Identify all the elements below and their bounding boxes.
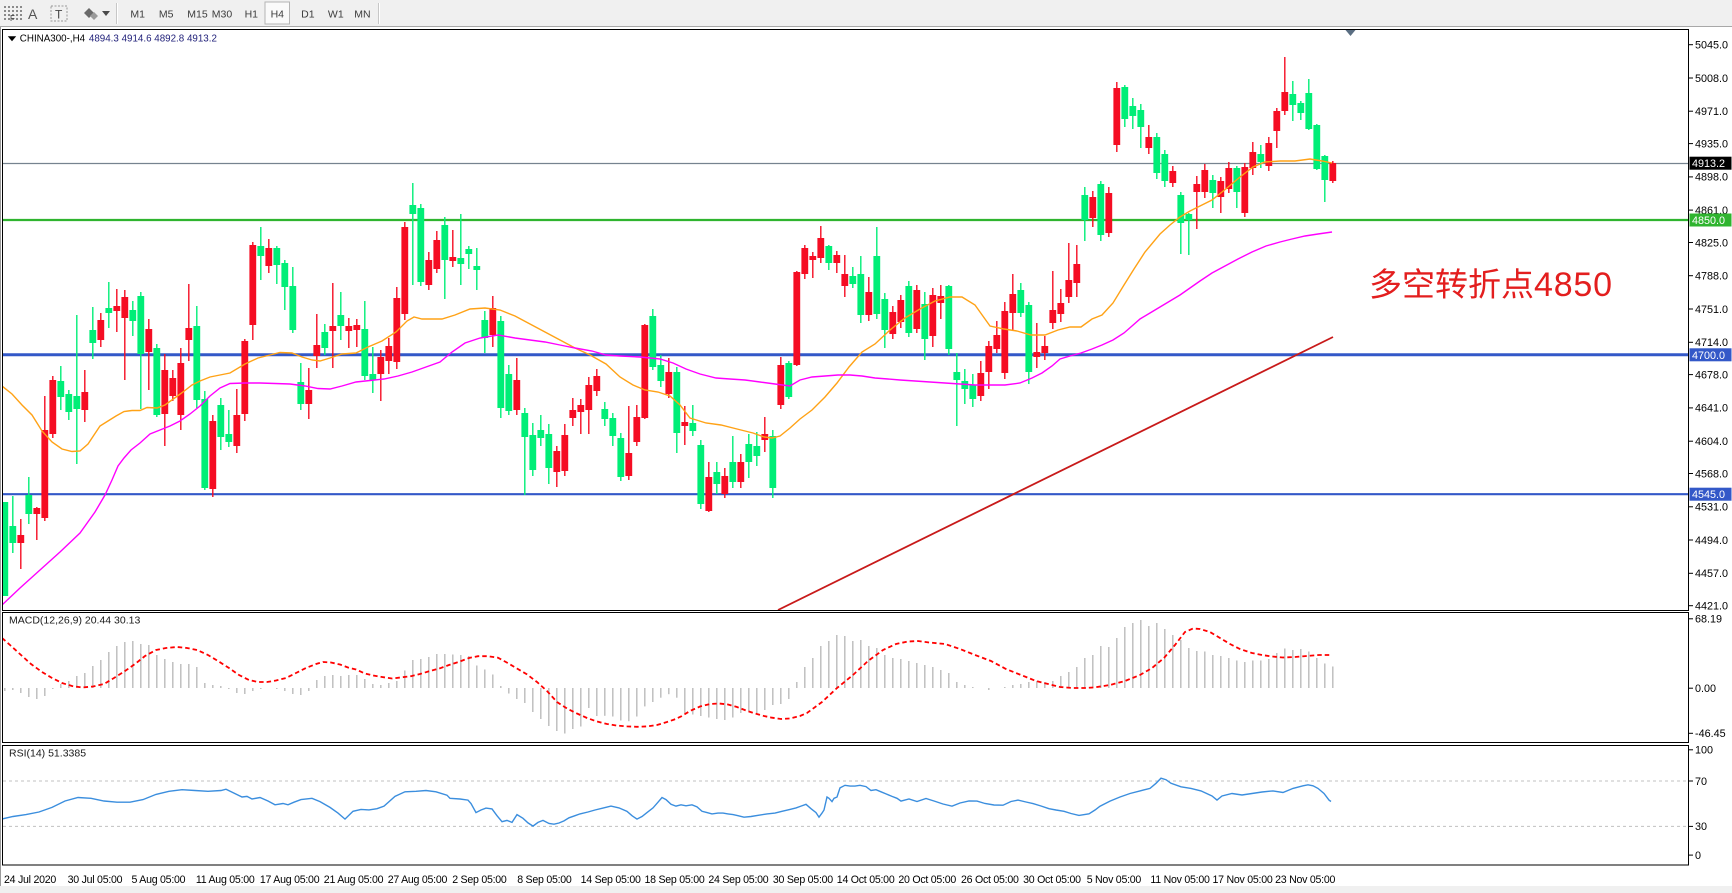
svg-text:H1: H1 bbox=[245, 9, 259, 21]
svg-text:5045.0: 5045.0 bbox=[1695, 40, 1728, 52]
svg-text:4568.0: 4568.0 bbox=[1695, 468, 1728, 480]
svg-text:8 Sep 05:00: 8 Sep 05:00 bbox=[517, 874, 572, 886]
svg-text:5 Nov 05:00: 5 Nov 05:00 bbox=[1087, 874, 1142, 886]
svg-text:M1: M1 bbox=[130, 9, 145, 21]
svg-text:RSI(14) 51.3385: RSI(14) 51.3385 bbox=[9, 748, 86, 760]
svg-text:4850.0: 4850.0 bbox=[1692, 215, 1725, 227]
svg-text:4457.0: 4457.0 bbox=[1695, 568, 1728, 580]
svg-text:30 Oct 05:00: 30 Oct 05:00 bbox=[1023, 874, 1081, 886]
svg-text:MACD(12,26,9) 20.44 30.13: MACD(12,26,9) 20.44 30.13 bbox=[9, 615, 140, 627]
svg-text:4935.0: 4935.0 bbox=[1695, 138, 1728, 150]
svg-text:18 Sep 05:00: 18 Sep 05:00 bbox=[645, 874, 705, 886]
svg-text:5 Aug 05:00: 5 Aug 05:00 bbox=[132, 874, 186, 886]
svg-text:4545.0: 4545.0 bbox=[1692, 489, 1725, 501]
svg-text:M5: M5 bbox=[159, 9, 174, 21]
svg-text:4641.0: 4641.0 bbox=[1695, 403, 1728, 415]
svg-text:4894.3 4914.6 4892.8 4913.2: 4894.3 4914.6 4892.8 4913.2 bbox=[89, 33, 217, 44]
svg-text:24 Sep 05:00: 24 Sep 05:00 bbox=[708, 874, 768, 886]
svg-text:4913.2: 4913.2 bbox=[1692, 158, 1725, 170]
svg-text:21 Aug 05:00: 21 Aug 05:00 bbox=[324, 874, 384, 886]
svg-text:H4: H4 bbox=[271, 9, 285, 21]
svg-text:27 Aug 05:00: 27 Aug 05:00 bbox=[388, 874, 448, 886]
svg-text:0: 0 bbox=[1695, 850, 1701, 862]
svg-text:4751.0: 4751.0 bbox=[1695, 304, 1728, 316]
svg-text:T: T bbox=[55, 8, 63, 22]
svg-text:68.19: 68.19 bbox=[1695, 614, 1722, 626]
svg-text:4825.0: 4825.0 bbox=[1695, 237, 1728, 249]
svg-text:30: 30 bbox=[1695, 821, 1707, 833]
svg-text:4714.0: 4714.0 bbox=[1695, 337, 1728, 349]
svg-text:100: 100 bbox=[1695, 745, 1713, 757]
svg-text:4788.0: 4788.0 bbox=[1695, 271, 1728, 283]
svg-text:4421.0: 4421.0 bbox=[1695, 601, 1728, 613]
svg-text:30 Jul 05:00: 30 Jul 05:00 bbox=[68, 874, 123, 886]
svg-text:70: 70 bbox=[1695, 776, 1707, 788]
svg-text:5008.0: 5008.0 bbox=[1695, 73, 1728, 85]
svg-text:4898.0: 4898.0 bbox=[1695, 172, 1728, 184]
svg-text:30 Sep 05:00: 30 Sep 05:00 bbox=[773, 874, 833, 886]
svg-text:20 Oct 05:00: 20 Oct 05:00 bbox=[898, 874, 956, 886]
svg-text:14 Sep 05:00: 14 Sep 05:00 bbox=[581, 874, 641, 886]
svg-text:MN: MN bbox=[354, 9, 370, 21]
svg-text:F: F bbox=[10, 14, 15, 23]
svg-text:2 Sep 05:00: 2 Sep 05:00 bbox=[452, 874, 507, 886]
svg-text:4678.0: 4678.0 bbox=[1695, 369, 1728, 381]
svg-text:4494.0: 4494.0 bbox=[1695, 535, 1728, 547]
svg-text:4531.0: 4531.0 bbox=[1695, 502, 1728, 514]
svg-text:14 Oct 05:00: 14 Oct 05:00 bbox=[837, 874, 895, 886]
svg-text:D1: D1 bbox=[301, 9, 315, 21]
svg-text:17 Aug 05:00: 17 Aug 05:00 bbox=[260, 874, 320, 886]
svg-text:11 Aug 05:00: 11 Aug 05:00 bbox=[196, 874, 255, 886]
svg-text:4700.0: 4700.0 bbox=[1692, 350, 1725, 362]
svg-text:A: A bbox=[28, 6, 38, 22]
svg-text:4604.0: 4604.0 bbox=[1695, 436, 1728, 448]
svg-text:23 Nov 05:00: 23 Nov 05:00 bbox=[1275, 874, 1335, 886]
svg-text:24 Jul 2020: 24 Jul 2020 bbox=[4, 874, 56, 886]
svg-text:M15: M15 bbox=[187, 9, 208, 21]
svg-text:-46.45: -46.45 bbox=[1695, 728, 1726, 740]
svg-text:11 Nov 05:00: 11 Nov 05:00 bbox=[1150, 874, 1210, 886]
svg-text:M30: M30 bbox=[212, 9, 233, 21]
svg-text:CHINA300-,H4: CHINA300-,H4 bbox=[20, 33, 86, 44]
svg-text:26 Oct 05:00: 26 Oct 05:00 bbox=[961, 874, 1019, 886]
svg-text:17 Nov 05:00: 17 Nov 05:00 bbox=[1213, 874, 1273, 886]
svg-text:4850: 4850 bbox=[1534, 266, 1613, 304]
svg-text:4971.0: 4971.0 bbox=[1695, 106, 1728, 118]
svg-text:0.00: 0.00 bbox=[1695, 683, 1716, 695]
svg-text:W1: W1 bbox=[328, 9, 344, 21]
